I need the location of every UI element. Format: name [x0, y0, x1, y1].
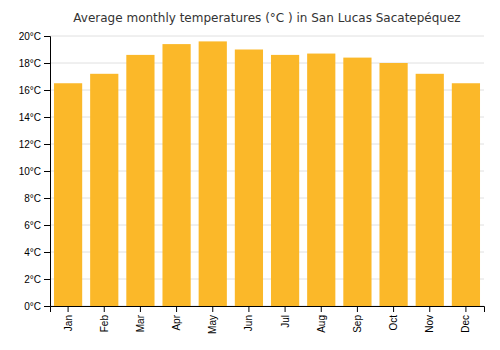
x-tick: Oct — [388, 306, 399, 331]
x-tick-label: Jan — [63, 315, 74, 331]
x-tick-label: Aug — [316, 315, 327, 333]
y-tick-label: 6°C — [24, 220, 41, 231]
x-tick-mark — [212, 306, 213, 312]
y-tick-label: 14°C — [19, 112, 41, 123]
x-tick-label: Mar — [135, 314, 146, 332]
y-tick: 0°C — [24, 301, 50, 312]
x-tick: Mar — [135, 306, 146, 332]
x-tick-mark — [104, 306, 105, 312]
bar — [452, 83, 480, 306]
y-tick-label: 20°C — [19, 31, 41, 42]
bar — [199, 41, 227, 306]
x-tick-label: Apr — [171, 314, 182, 330]
bar — [416, 74, 444, 306]
x-tick-mark — [465, 306, 466, 312]
title: Average monthly temperatures (°C ) in Sa… — [73, 11, 460, 25]
y-tick-label: 8°C — [24, 193, 41, 204]
bar — [235, 50, 263, 307]
y-tick: 12°C — [19, 139, 50, 150]
y-tick-label: 2°C — [24, 274, 41, 285]
x-tick-label: Oct — [388, 315, 399, 331]
y-tick-mark — [44, 36, 50, 37]
y-tick: 16°C — [19, 85, 50, 96]
x-tick: Jul — [280, 306, 291, 328]
plot: 0°C 2°C 4°C 6°C 8°C 10°C 12°C 14°C 16°C 18°C 20°C J… — [19, 31, 485, 334]
grid-line — [50, 63, 484, 64]
y-tick-mark — [44, 63, 50, 64]
bar — [54, 83, 82, 306]
y-tick-mark — [44, 198, 50, 199]
x-tick: Dec — [460, 306, 471, 333]
x-tick: Feb — [99, 306, 110, 332]
x-tick-mark — [393, 306, 394, 312]
y-tick: 2°C — [24, 274, 50, 285]
y-tick-label: 18°C — [19, 58, 41, 69]
x-tick-label: Jul — [280, 315, 291, 328]
x-tick-label: May — [207, 315, 218, 334]
x-tick-mark — [357, 306, 358, 312]
grid-line — [50, 36, 484, 37]
bar — [90, 74, 118, 306]
bar — [162, 44, 190, 306]
grid — [50, 36, 484, 306]
y-tick: 18°C — [19, 58, 50, 69]
x-tick-mark — [321, 306, 322, 312]
x-tick-mark — [429, 306, 430, 312]
x-tick-label: Dec — [460, 315, 471, 333]
x-tick-label: Sep — [352, 315, 363, 333]
y-tick: 20°C — [19, 31, 50, 42]
bars — [54, 41, 480, 306]
x-tick: Jun — [243, 306, 254, 331]
x-tick: Apr — [171, 306, 182, 331]
y-tick-label: 4°C — [24, 247, 41, 258]
y-tick-mark — [44, 144, 50, 145]
y-tick: 4°C — [24, 247, 50, 258]
bar — [271, 55, 299, 306]
y-tick-label: 0°C — [24, 301, 41, 312]
y-tick-mark — [44, 306, 50, 307]
x-axis: Jan Feb Mar Apr May Jun Jul Aug Sep Oct Nov Dec — [51, 306, 485, 334]
y-tick-mark — [44, 90, 50, 91]
x-tick: Nov — [424, 306, 435, 333]
x-tick-label: Feb — [99, 315, 110, 333]
x-tick-mark — [68, 306, 69, 312]
y-tick-label: 16°C — [19, 85, 41, 96]
y-tick: 8°C — [24, 193, 50, 204]
x-tick: Jan — [63, 306, 74, 331]
x-tick-label: Nov — [424, 315, 435, 333]
x-axis-line — [51, 307, 485, 313]
y-tick-mark — [44, 252, 50, 253]
y-tick-label: 10°C — [19, 166, 41, 177]
x-tick-mark — [176, 306, 177, 312]
y-tick-mark — [44, 171, 50, 172]
x-tick-mark — [248, 306, 249, 312]
y-tick-mark — [44, 279, 50, 280]
y-tick-label: 12°C — [19, 139, 41, 150]
x-tick-label: Jun — [243, 315, 254, 331]
y-tick: 6°C — [24, 220, 50, 231]
x-tick: Sep — [352, 306, 363, 333]
bar — [126, 55, 154, 306]
y-tick-mark — [44, 225, 50, 226]
x-tick: Aug — [316, 306, 327, 333]
chart: 0°C 2°C 4°C 6°C 8°C 10°C 12°C 14°C 16°C 18°C 20°C J… — [0, 0, 500, 350]
y-axis-line — [44, 37, 51, 307]
y-tick: 14°C — [19, 112, 50, 123]
bar — [307, 54, 335, 306]
y-tick: 10°C — [19, 166, 50, 177]
x-tick: May — [207, 306, 218, 334]
x-tick-mark — [285, 306, 286, 312]
bar — [379, 63, 407, 306]
y-axis: 0°C 2°C 4°C 6°C 8°C 10°C 12°C 14°C 16°C 18°C 20°C — [19, 31, 51, 312]
x-tick-mark — [140, 306, 141, 312]
y-tick-mark — [44, 117, 50, 118]
bar — [343, 58, 371, 306]
